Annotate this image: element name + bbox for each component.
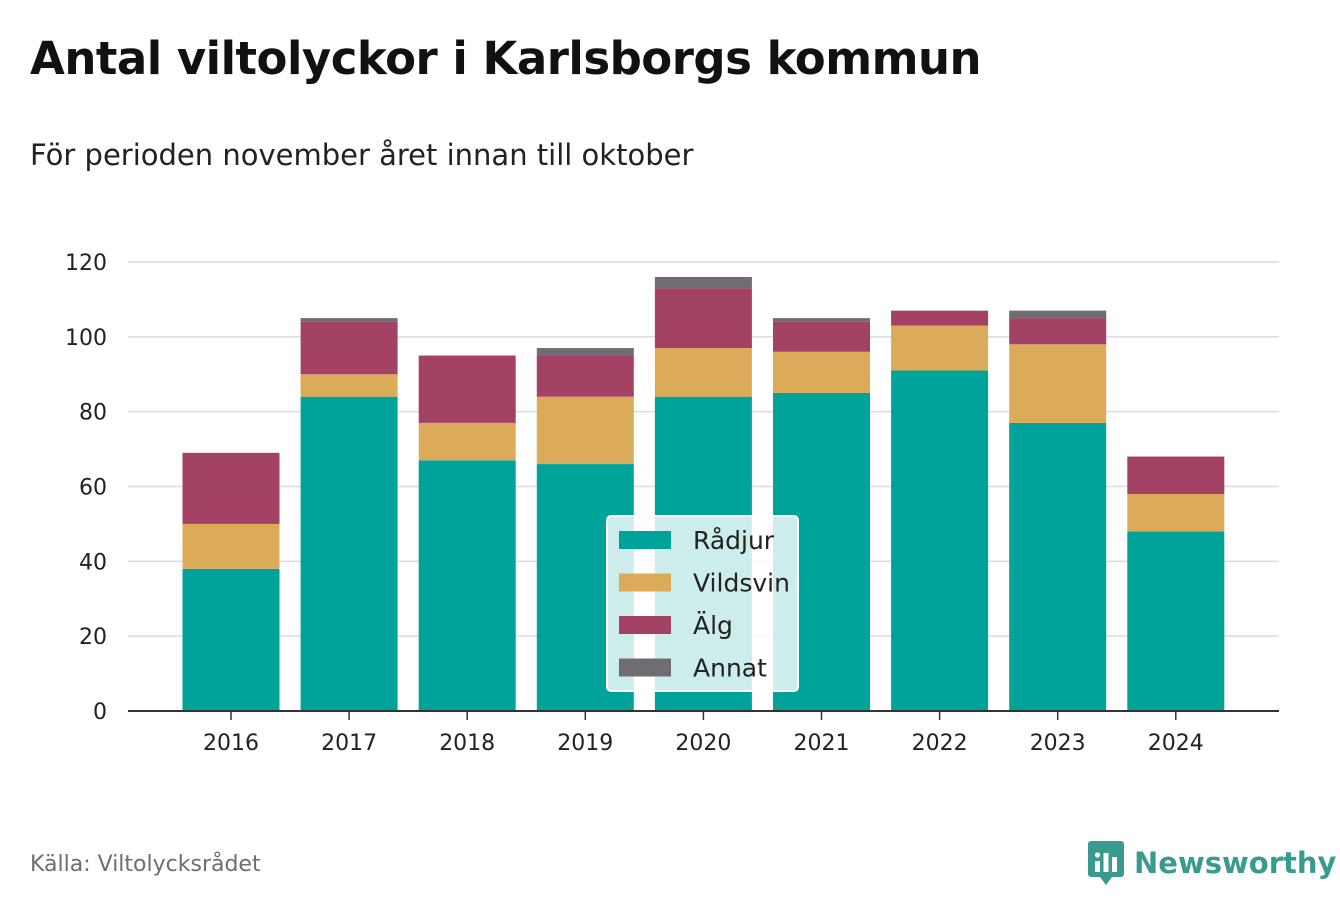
y-tick-label: 20 (79, 625, 107, 650)
legend-swatch (619, 573, 671, 592)
legend-box (606, 515, 799, 692)
bar-segment (654, 288, 752, 349)
legend-label: Vildsvin (693, 569, 790, 598)
chart-title: Antal viltolyckor i Karlsborgs kommun (30, 32, 982, 85)
legend-swatch (619, 531, 671, 549)
bar-segment (773, 351, 870, 393)
x-tick-label: 2021 (794, 731, 850, 756)
legend-swatch (619, 616, 671, 634)
y-tick-label: 80 (79, 401, 107, 426)
bar-segment (1009, 344, 1107, 423)
x-tick-label: 2022 (912, 731, 968, 756)
bar-segment (891, 370, 989, 711)
bars (182, 276, 1225, 711)
x-tick-label: 2017 (321, 731, 377, 756)
bar-segment (418, 422, 516, 461)
x-tick-label: 2020 (675, 731, 731, 756)
bar-segment (182, 568, 280, 711)
bar-segment (300, 374, 398, 397)
bar-segment (654, 276, 752, 289)
bar-segment (418, 355, 516, 423)
bar-segment (891, 310, 989, 326)
bar-segment (536, 396, 634, 465)
source-note: Källa: Viltolycksrådet (30, 852, 261, 877)
legend-label: Annat (693, 654, 767, 683)
newsworthy-logo-icon (1088, 841, 1124, 885)
x-tick-label: 2023 (1030, 731, 1086, 756)
bar-segment (1009, 318, 1107, 345)
bar-segment (773, 321, 870, 352)
legend-swatch (619, 658, 671, 677)
bar-segment (300, 321, 398, 375)
bar-segment (1127, 493, 1225, 532)
bar-segment (536, 355, 634, 397)
y-tick-label: 60 (79, 476, 107, 501)
bar-segment (182, 523, 280, 569)
bar-segment (1127, 531, 1225, 711)
y-tick-label: 120 (65, 251, 107, 276)
brand-logo: Newsworthy (1088, 840, 1336, 886)
x-tick-label: 2016 (203, 731, 259, 756)
legend: Rådjur Vildsvin Älg Annat (606, 515, 799, 692)
y-tick-label: 0 (93, 700, 107, 725)
x-tick-label: 2024 (1148, 731, 1204, 756)
x-tick-label: 2019 (557, 731, 613, 756)
bar-segment (773, 318, 870, 322)
bar-segment (654, 348, 752, 397)
chart-subtitle: För perioden november året innan till ok… (30, 138, 694, 172)
y-tick-label: 100 (65, 326, 107, 351)
bar-segment (300, 318, 398, 322)
bar-segment (182, 452, 280, 524)
bar-segment (1009, 422, 1107, 711)
bar-segment (418, 460, 516, 711)
x-tick-label: 2018 (439, 731, 495, 756)
bar-segment (300, 396, 398, 711)
legend-label: Älg (693, 611, 733, 640)
y-tick-label: 40 (79, 550, 107, 575)
bar-segment (1009, 310, 1107, 319)
axes: 0 20 40 60 80 100 120 2016 2017 2018 2019 2020 2021 2… (65, 251, 1279, 756)
legend-label: Rådjur (693, 526, 775, 555)
bar-segment (536, 348, 634, 356)
brand-name: Newsworthy (1134, 846, 1337, 880)
bar-segment (1127, 456, 1225, 494)
bar-segment (891, 325, 989, 371)
